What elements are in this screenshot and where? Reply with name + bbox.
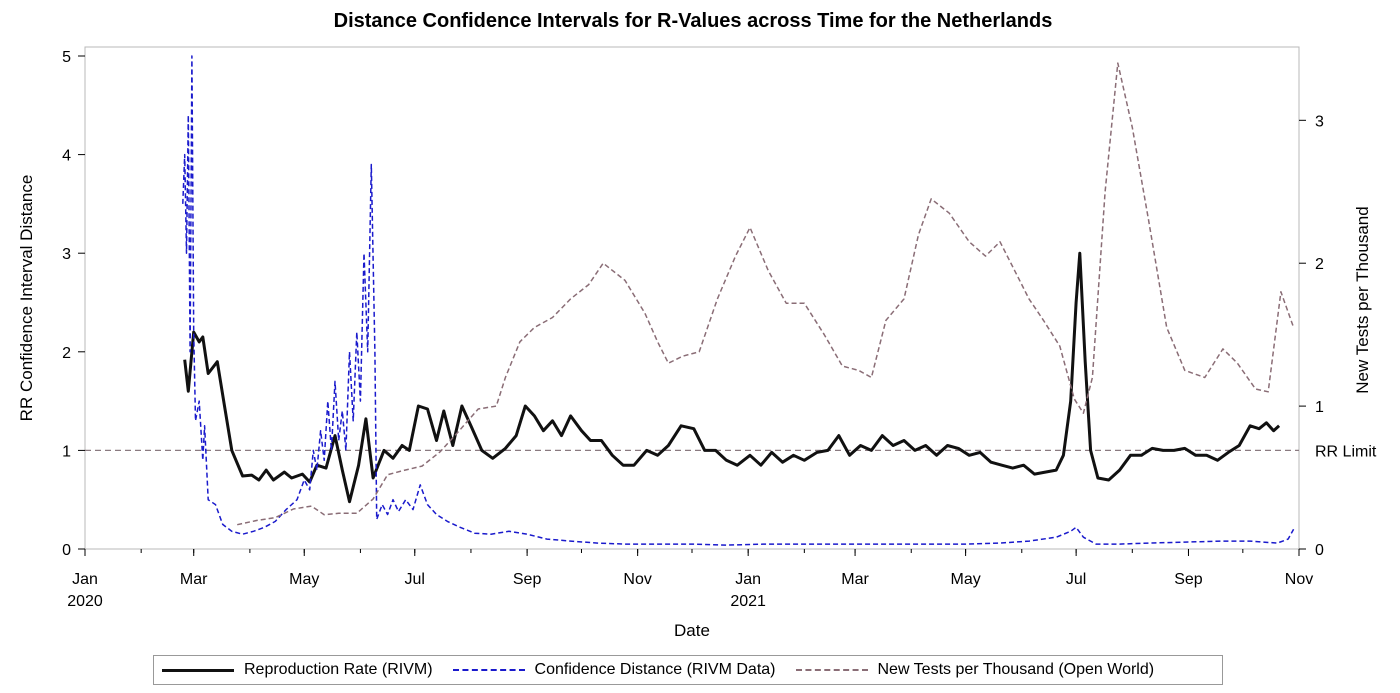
x-tick-label: Jul [405,571,425,588]
x-tick-label: Nov [623,571,651,588]
legend-swatch [452,669,525,671]
y2-tick-label: 1 [1315,399,1324,416]
legend-label: Confidence Distance (RIVM Data) [534,661,776,678]
y-tick-label: 5 [62,49,71,66]
x-tick-label: Mar [180,571,208,588]
series-line-3 [237,62,1295,526]
x-tick-label: Mar [841,571,869,588]
x-tick-label: Nov [1285,571,1313,588]
y-tick-label: 3 [62,246,71,263]
x-tick-label: Jul [1066,571,1086,588]
legend-item-2: Confidence Distance (RIVM Data) [452,661,776,679]
x-tick-label: Jan [735,571,761,588]
legend-label: Reproduction Rate (RIVM) [244,661,433,678]
x-tick-year-label: 2021 [730,593,766,610]
y2-tick-label: 0 [1315,542,1324,559]
y-tick-label: 4 [62,148,71,165]
y-axis-label: RR Confidence Interval Distance [17,175,36,422]
legend-swatch [162,668,234,672]
x-tick-label: May [950,571,980,588]
chart-title: Distance Confidence Intervals for R-Valu… [333,10,1053,32]
series-line-2 [182,55,1295,546]
legend-item-3: New Tests per Thousand (Open World) [795,661,1155,679]
y-tick-label: 0 [62,542,71,559]
y-tick-label: 1 [62,443,71,460]
legend-item-1: Reproduction Rate (RIVM) [162,661,433,679]
x-tick-label: May [289,571,319,588]
x-tick-year-label: 2020 [67,593,103,610]
legend-swatch [795,669,868,671]
legend: Reproduction Rate (RIVM) Confidence Dista… [153,655,1223,685]
reference-line-group: RR Limit [85,443,1377,460]
y-tick-label: 2 [62,345,71,362]
x-tick-label: Jan [72,571,98,588]
x-tick-label: Sep [513,571,542,588]
series-group [182,55,1295,546]
y2-tick-label: 2 [1315,256,1324,273]
x-tick-label: Sep [1174,571,1203,588]
y2-axis-label: New Tests per Thousand [1353,206,1372,393]
x-axis-label: Date [674,621,710,640]
legend-label: New Tests per Thousand (Open World) [877,661,1155,678]
reference-line-label: RR Limit [1315,443,1377,460]
y2-tick-label: 3 [1315,113,1324,130]
series-line-1 [183,251,1281,504]
